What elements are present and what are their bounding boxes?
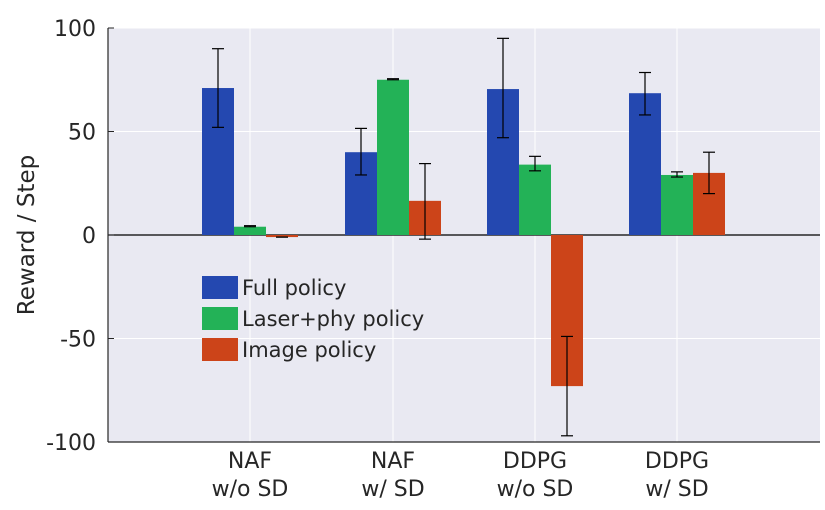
x-category-label-line2: w/o SD xyxy=(212,477,289,502)
bar xyxy=(661,174,693,235)
x-category-label-line2: w/ SD xyxy=(361,477,424,502)
x-category-labels: NAF w/o SD NAF w/ SD DDPG w/o SD DDPG w/ SD xyxy=(212,449,709,502)
y-tick-label: -100 xyxy=(46,431,96,456)
bar xyxy=(519,164,551,235)
x-category-label-line2: w/ SD xyxy=(645,477,708,502)
error-bars-group xyxy=(212,37,715,437)
x-category-label-line1: DDPG xyxy=(645,449,709,474)
y-axis-title: Reward / Step xyxy=(14,155,40,315)
y-tick-label: 100 xyxy=(54,17,96,42)
error-bar xyxy=(419,162,431,240)
bar xyxy=(266,235,298,238)
legend-label: Laser+phy policy xyxy=(242,307,424,331)
bar xyxy=(377,79,409,235)
legend-label: Image policy xyxy=(242,338,376,362)
bars-group xyxy=(202,79,725,387)
bar xyxy=(629,93,661,235)
y-tick-label: -50 xyxy=(60,328,96,353)
bar xyxy=(234,226,266,235)
legend-swatch xyxy=(202,307,238,330)
legend: Full policy Laser+phy policy Image policy xyxy=(202,276,424,362)
error-bar xyxy=(671,171,683,178)
error-bar xyxy=(703,151,715,195)
x-category-label-line1: NAF xyxy=(228,449,272,474)
legend-swatch xyxy=(202,276,238,299)
error-bar xyxy=(387,78,399,81)
error-bar xyxy=(529,155,541,172)
error-bar xyxy=(497,37,509,139)
x-category-label-line2: w/o SD xyxy=(497,477,574,502)
error-bar xyxy=(244,225,256,228)
error-bar xyxy=(561,335,573,437)
legend-swatch xyxy=(202,338,238,361)
error-bar xyxy=(212,48,224,128)
error-bar xyxy=(355,127,367,176)
y-tick-label: 50 xyxy=(68,121,96,146)
y-tick-label: 0 xyxy=(82,224,96,249)
y-tick-labels: 100 50 0 -50 -100 xyxy=(46,17,114,456)
x-category-label-line1: NAF xyxy=(371,449,415,474)
legend-label: Full policy xyxy=(242,276,346,300)
x-category-label-line1: DDPG xyxy=(503,449,567,474)
error-bar xyxy=(639,71,651,116)
